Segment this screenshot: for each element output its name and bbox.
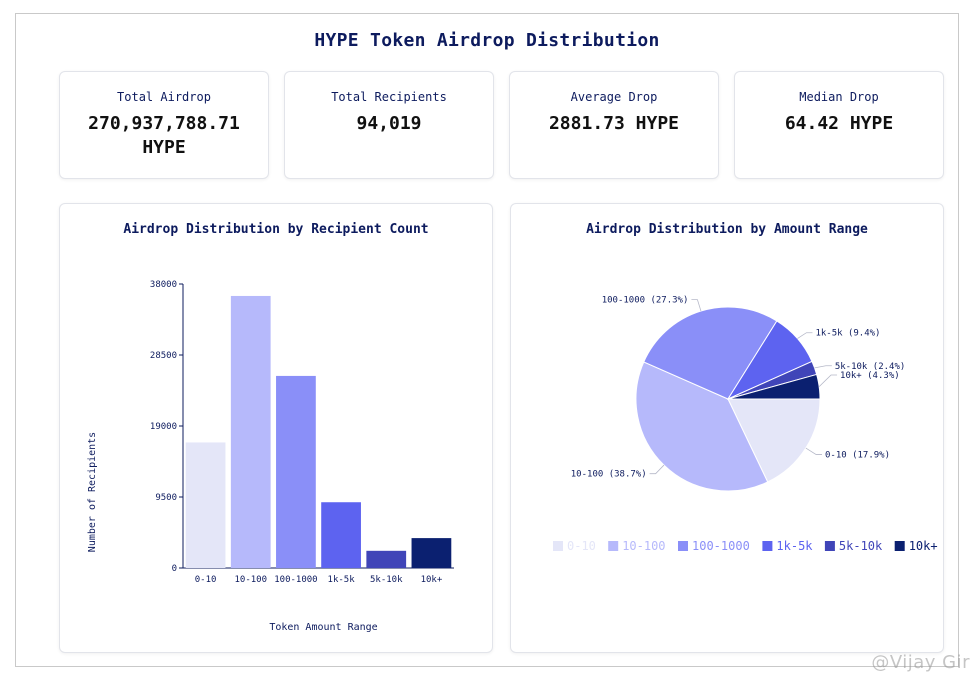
x-tick-label: 10-100 [234,575,267,585]
stat-label: Total Recipients [331,90,447,104]
stat-card-total-recipients: Total Recipients 94,019 [284,71,494,179]
bar-1k-5k[interactable] [321,502,361,568]
y-axis-label: Number of Recipients [87,432,98,552]
slice-100-1000[interactable] [643,306,778,400]
x-tick-label: 5k-10k [370,575,403,585]
stat-card-total-airdrop: Total Airdrop 270,937,788.71 HYPE [59,71,269,179]
stat-value: 64.42 HYPE [784,113,894,134]
y-tick-label: 38000 [150,280,177,290]
pie-chart-title: Airdrop Distribution by Amount Range [586,222,868,237]
slice-leader-line [818,374,838,387]
slice-leader-line [797,332,813,339]
stat-card-average-drop: Average Drop 2881.73 HYPE [509,71,719,179]
x-tick-label: 1k-5k [328,575,356,585]
slice-10-100[interactable] [635,361,769,492]
legend-swatch [894,541,905,551]
bar-0-10[interactable] [185,442,226,568]
legend-label-100-1000[interactable]: 100-1000 [692,539,750,553]
slice-label: 10k+ (4.3%) [840,371,900,381]
watermark: @Vijay Gir [871,652,970,673]
slice-label: 5k-10k (2.4%) [835,362,905,372]
slice-label: 100-1000 (27.3%) [602,296,689,306]
stat-label: Average Drop [570,90,658,104]
slice-0-10[interactable] [727,398,821,483]
bar-5k-10k[interactable] [366,550,407,568]
pie-chart: 0-10 (17.9%) 10-100 (38.7%) 100-1000 (27.3… [553,296,938,553]
y-tick-label: 28500 [150,351,177,361]
slice-leader-line [805,447,822,455]
bar-10k+[interactable] [411,538,452,568]
bar-chart-panel: Airdrop Distribution by Recipient Count … [59,203,493,653]
pie-chart-panel: Airdrop Distribution by Amount Range 0-1… [510,203,944,653]
x-axis-label: Token Amount Range [269,622,377,633]
y-tick-label: 0 [172,564,177,574]
bar-chart-title: Airdrop Distribution by Recipient Count [123,222,429,237]
legend-label-5k-10k[interactable]: 5k-10k [839,539,883,553]
slice-label: 10-100 (38.7%) [571,470,647,480]
legend-swatch [553,541,563,551]
bar-chart: 0 9500 19000 28500 38000 0-10 10-100 100-1000 1k… [87,280,454,633]
legend-swatch [824,541,835,551]
legend-swatch [608,541,619,551]
stat-value: 2881.73 HYPE [548,113,680,134]
y-tick-label: 19000 [150,422,177,432]
stat-card-median-drop: Median Drop 64.42 HYPE [734,71,944,179]
y-tick-label: 9500 [155,493,177,503]
page-title: HYPE Token Airdrop Distribution [314,30,660,51]
legend-label-10-100[interactable]: 10-100 [622,539,665,553]
x-tick-label: 10k+ [421,575,443,585]
slice-leader-line [691,299,702,312]
stat-label: Median Drop [799,90,879,104]
legend-swatch [762,541,773,551]
stat-label: Total Airdrop [117,90,211,104]
legend-swatch [678,541,688,551]
bar-100-1000[interactable] [276,375,316,568]
legend-label-1k-5k[interactable]: 1k-5k [776,539,813,553]
legend-label-10k+[interactable]: 10k+ [909,539,938,553]
bar-10-100[interactable] [230,295,271,568]
x-tick-label: 0-10 [195,575,217,585]
slice-leader-line [649,464,665,475]
slice-label: 1k-5k (9.4%) [815,329,880,339]
legend-label-0-10[interactable]: 0-10 [567,539,596,553]
stat-value: 94,019 [356,113,422,134]
x-tick-label: 100-1000 [274,575,317,585]
slice-leader-line [814,365,832,369]
slice-label: 0-10 (17.9%) [825,450,890,460]
stat-value: 270,937,788.71 HYPE [88,113,240,158]
